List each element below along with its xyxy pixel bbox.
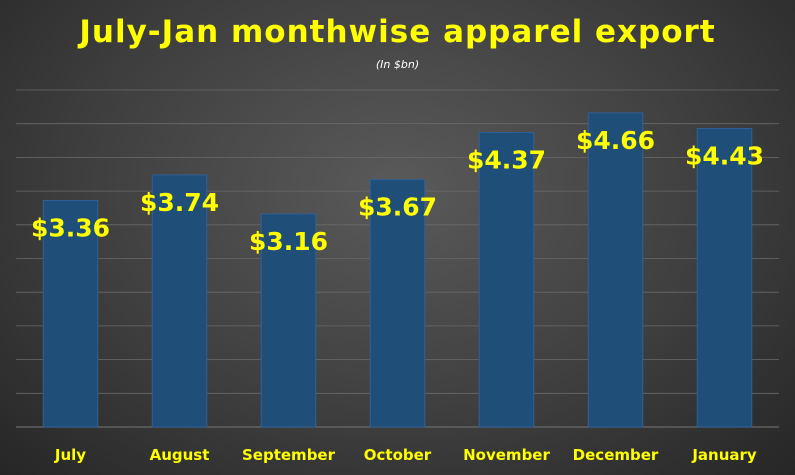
x-tick-label-july: July	[54, 446, 86, 464]
x-tick-label-september: September	[242, 446, 336, 464]
bar-july	[42, 200, 99, 428]
bars	[42, 112, 753, 428]
chart-title: July-Jan monthwise apparel export	[79, 14, 716, 50]
x-tick-label-december: December	[573, 446, 659, 464]
bar-january	[696, 127, 753, 428]
data-label-august: $3.74	[140, 188, 219, 217]
x-tick-label-august: August	[150, 446, 210, 464]
x-tick-label-november: November	[463, 446, 550, 464]
data-label-september: $3.16	[249, 227, 328, 256]
x-tick-label-january: January	[691, 446, 757, 464]
data-label-july: $3.36	[31, 214, 110, 243]
bar-december	[587, 112, 644, 428]
bar-september	[260, 213, 317, 428]
data-label-october: $3.67	[358, 193, 437, 222]
x-tick-labels: July August September October November Decemb…	[54, 446, 757, 464]
data-labels: $3.36 $3.74 $3.16 $3.67 $4.37 $4.66 $4.43	[31, 126, 764, 256]
data-label-january: $4.43	[685, 141, 764, 170]
chart-subtitle: (In $bn)	[375, 58, 420, 71]
x-tick-label-october: October	[364, 446, 432, 464]
bar-november	[478, 131, 535, 428]
bar-august	[151, 174, 208, 428]
data-label-december: $4.66	[576, 126, 655, 155]
data-label-november: $4.37	[467, 145, 546, 174]
bar-october	[369, 179, 426, 428]
